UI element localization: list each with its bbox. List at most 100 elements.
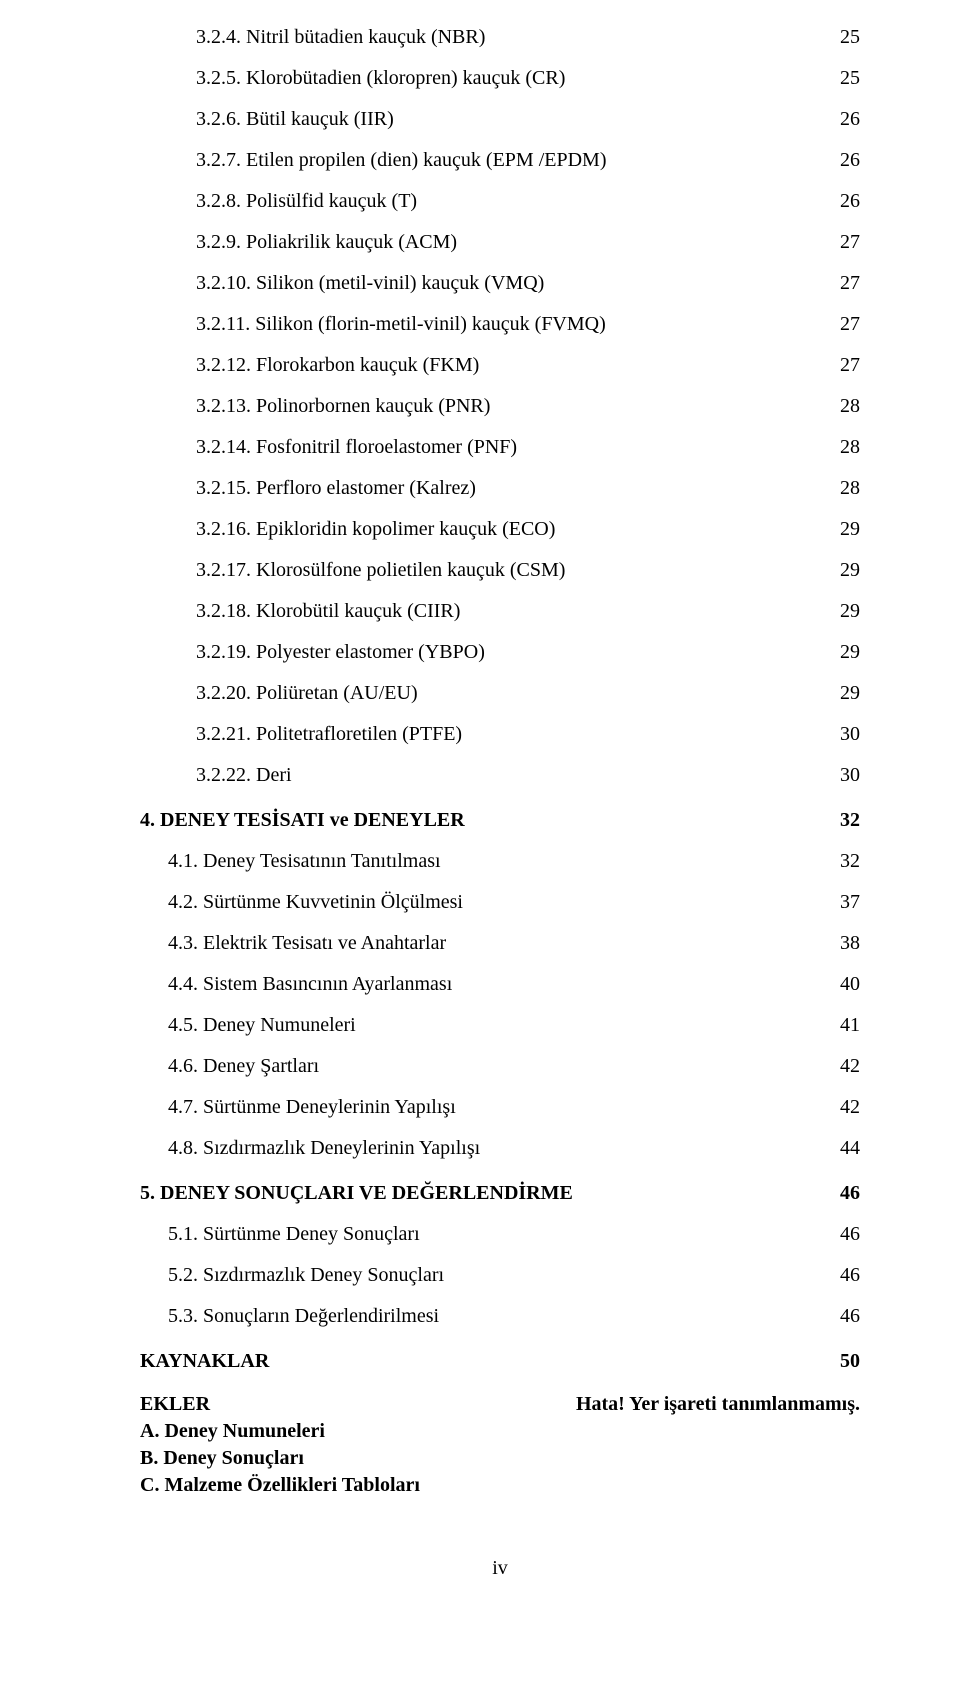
toc-label: 3.2.11. Silikon (florin-metil-vinil) kau… [196,311,828,338]
toc-page: 29 [828,516,860,543]
toc-page: 26 [828,106,860,133]
toc-row: 3.2.17. Klorosülfone polietilen kauçuk (… [140,557,860,584]
toc-label: 5.3. Sonuçların Değerlendirilmesi [168,1303,828,1330]
toc-label: 3.2.9. Poliakrilik kauçuk (ACM) [196,229,828,256]
toc-row: 3.2.21. Politetrafloretilen (PTFE)30 [140,721,860,748]
toc-label: 5.1. Sürtünme Deney Sonuçları [168,1221,828,1248]
toc-row: 4.1. Deney Tesisatının Tanıtılması32 [140,848,860,875]
toc-label: 4.4. Sistem Basıncının Ayarlanması [168,971,828,998]
toc-row: 4. DENEY TESİSATI ve DENEYLER32 [140,807,860,834]
toc-label: 4.5. Deney Numuneleri [168,1012,828,1039]
toc-label: 4.3. Elektrik Tesisatı ve Anahtarlar [168,930,828,957]
toc-row: 4.4. Sistem Basıncının Ayarlanması40 [140,971,860,998]
toc-label: 4.8. Sızdırmazlık Deneylerinin Yapılışı [168,1135,828,1162]
toc-label: 3.2.16. Epikloridin kopolimer kauçuk (EC… [196,516,828,543]
toc-page: 46 [828,1303,860,1330]
toc-page: 40 [828,971,860,998]
toc-page: 28 [828,475,860,502]
toc-label: 3.2.14. Fosfonitril floroelastomer (PNF) [196,434,828,461]
toc-label: 4. DENEY TESİSATI ve DENEYLER [140,807,828,834]
toc-row: 4.2. Sürtünme Kuvvetinin Ölçülmesi37 [140,889,860,916]
toc-page: 46 [828,1262,860,1289]
toc-row: 3.2.8. Polisülfid kauçuk (T)26 [140,188,860,215]
appendix-item: B. Deney Sonuçları [140,1447,860,1470]
toc-label: 3.2.19. Polyester elastomer (YBPO) [196,639,828,666]
toc-page: 29 [828,680,860,707]
toc-label: 3.2.17. Klorosülfone polietilen kauçuk (… [196,557,828,584]
toc-label: 5. DENEY SONUÇLARI VE DEĞERLENDİRME [140,1180,828,1207]
table-of-contents: 3.2.4. Nitril bütadien kauçuk (NBR)253.2… [140,24,860,1375]
toc-label: 3.2.22. Deri [196,762,828,789]
toc-label: 4.6. Deney Şartları [168,1053,828,1080]
toc-page: 46 [828,1180,860,1207]
toc-row: 4.6. Deney Şartları42 [140,1053,860,1080]
appendix-item: C. Malzeme Özellikleri Tabloları [140,1474,860,1497]
toc-page: 29 [828,598,860,625]
toc-page: 44 [828,1135,860,1162]
toc-row: 3.2.22. Deri30 [140,762,860,789]
toc-row: 3.2.6. Bütil kauçuk (IIR)26 [140,106,860,133]
toc-page: 26 [828,188,860,215]
toc-label: KAYNAKLAR [140,1348,828,1375]
toc-page: 28 [828,393,860,420]
toc-label: 3.2.18. Klorobütil kauçuk (CIIR) [196,598,828,625]
toc-page: 50 [828,1348,860,1375]
toc-row: 3.2.14. Fosfonitril floroelastomer (PNF)… [140,434,860,461]
toc-row: 3.2.15. Perfloro elastomer (Kalrez)28 [140,475,860,502]
toc-row: 4.3. Elektrik Tesisatı ve Anahtarlar38 [140,930,860,957]
toc-page: 30 [828,762,860,789]
toc-row: 4.8. Sızdırmazlık Deneylerinin Yapılışı4… [140,1135,860,1162]
toc-label: 3.2.20. Poliüretan (AU/EU) [196,680,828,707]
toc-label: 3.2.8. Polisülfid kauçuk (T) [196,188,828,215]
toc-page: 41 [828,1012,860,1039]
toc-page: 42 [828,1053,860,1080]
toc-label: 3.2.7. Etilen propilen (dien) kauçuk (EP… [196,147,828,174]
appendix-header-row: EKLER Hata! Yer işareti tanımlanmamış. [140,1393,860,1416]
toc-label: 3.2.15. Perfloro elastomer (Kalrez) [196,475,828,502]
toc-row: 4.5. Deney Numuneleri41 [140,1012,860,1039]
toc-page: 25 [828,24,860,51]
toc-label: 5.2. Sızdırmazlık Deney Sonuçları [168,1262,828,1289]
toc-page: 37 [828,889,860,916]
toc-row: 3.2.13. Polinorbornen kauçuk (PNR)28 [140,393,860,420]
toc-label: 3.2.6. Bütil kauçuk (IIR) [196,106,828,133]
toc-label: 3.2.21. Politetrafloretilen (PTFE) [196,721,828,748]
toc-page: 42 [828,1094,860,1121]
toc-page: 27 [828,352,860,379]
toc-page: 30 [828,721,860,748]
toc-page: 27 [828,270,860,297]
toc-page: 32 [828,807,860,834]
appendix-note: Hata! Yer işareti tanımlanmamış. [576,1393,860,1416]
toc-row: 3.2.12. Florokarbon kauçuk (FKM)27 [140,352,860,379]
toc-page: 27 [828,311,860,338]
toc-row: 3.2.20. Poliüretan (AU/EU)29 [140,680,860,707]
appendix-item: A. Deney Numuneleri [140,1420,860,1443]
toc-page: 26 [828,147,860,174]
toc-row: 5.1. Sürtünme Deney Sonuçları46 [140,1221,860,1248]
toc-row: KAYNAKLAR50 [140,1348,860,1375]
toc-page: 27 [828,229,860,256]
page-number-footer: iv [140,1557,860,1580]
toc-row: 3.2.7. Etilen propilen (dien) kauçuk (EP… [140,147,860,174]
toc-page: 28 [828,434,860,461]
toc-page: 29 [828,639,860,666]
toc-row: 3.2.10. Silikon (metil-vinil) kauçuk (VM… [140,270,860,297]
toc-row: 4.7. Sürtünme Deneylerinin Yapılışı42 [140,1094,860,1121]
toc-row: 3.2.11. Silikon (florin-metil-vinil) kau… [140,311,860,338]
toc-row: 3.2.9. Poliakrilik kauçuk (ACM)27 [140,229,860,256]
toc-page: 46 [828,1221,860,1248]
toc-label: 3.2.13. Polinorbornen kauçuk (PNR) [196,393,828,420]
toc-row: 5. DENEY SONUÇLARI VE DEĞERLENDİRME46 [140,1180,860,1207]
toc-page: 32 [828,848,860,875]
toc-row: 3.2.4. Nitril bütadien kauçuk (NBR)25 [140,24,860,51]
toc-page: 25 [828,65,860,92]
toc-row: 3.2.19. Polyester elastomer (YBPO)29 [140,639,860,666]
toc-label: 4.7. Sürtünme Deneylerinin Yapılışı [168,1094,828,1121]
toc-label: 3.2.5. Klorobütadien (kloropren) kauçuk … [196,65,828,92]
appendix-title: EKLER [140,1393,210,1416]
toc-label: 3.2.4. Nitril bütadien kauçuk (NBR) [196,24,828,51]
appendix-items: A. Deney Numuneleri B. Deney Sonuçları C. … [140,1420,860,1497]
toc-label: 3.2.10. Silikon (metil-vinil) kauçuk (VM… [196,270,828,297]
toc-row: 5.3. Sonuçların Değerlendirilmesi46 [140,1303,860,1330]
toc-label: 4.2. Sürtünme Kuvvetinin Ölçülmesi [168,889,828,916]
